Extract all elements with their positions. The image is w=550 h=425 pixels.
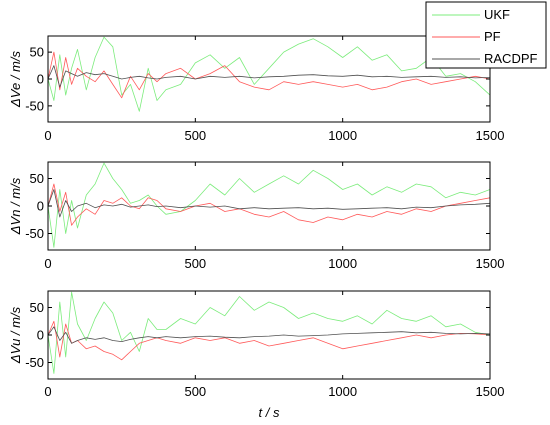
- x-tick-label: 1500: [476, 256, 505, 271]
- x-tick-label: 0: [44, 256, 51, 271]
- x-tick-label: 1500: [476, 128, 505, 143]
- axes-box: [47, 35, 491, 123]
- series-line-racdpf-panel-2: [48, 189, 490, 218]
- y-tick-label: -50: [25, 226, 44, 241]
- y-tick-label: -50: [25, 98, 44, 113]
- series-line-pf-panel-2: [48, 183, 490, 226]
- x-axis-label: t / s: [259, 405, 280, 420]
- y-tick-label: 0: [37, 72, 44, 87]
- legend: UKF PF RACDPF: [425, 1, 547, 69]
- y-tick-label: 0: [37, 328, 44, 343]
- x-tick-label: 1500: [476, 384, 505, 399]
- x-tick-label: 1000: [328, 256, 357, 271]
- series-line-ukf-panel-3: [48, 291, 490, 374]
- series-line-pf-panel-1: [48, 51, 490, 99]
- x-tick-label: 500: [184, 128, 206, 143]
- y-axis-label: ΔVe / m/s: [8, 51, 23, 108]
- series-line-pf-panel-3: [48, 320, 490, 361]
- series-line-ukf-panel-2: [48, 162, 490, 248]
- y-axis-label: ΔVn / m/s: [8, 177, 23, 235]
- legend-label-pf: PF: [484, 29, 501, 44]
- legend-label-racdpf: RACDPF: [484, 51, 538, 66]
- x-tick-label: 1000: [328, 128, 357, 143]
- legend-box: [425, 1, 547, 69]
- legend-label-ukf: UKF: [484, 7, 510, 22]
- x-tick-label: 0: [44, 128, 51, 143]
- series-line-racdpf-panel-3: [48, 326, 490, 344]
- y-tick-label: 50: [30, 300, 44, 315]
- y-tick-label: 50: [30, 171, 44, 186]
- x-tick-label: 500: [184, 384, 206, 399]
- x-tick-label: 500: [184, 256, 206, 271]
- y-axis-label: ΔVu / m/s: [8, 306, 23, 364]
- axes-box: [47, 290, 491, 380]
- x-tick-label: 1000: [328, 384, 357, 399]
- y-tick-label: -50: [25, 355, 44, 370]
- y-tick-label: 50: [30, 45, 44, 60]
- x-tick-label: 0: [44, 384, 51, 399]
- series-line-ukf-panel-1: [48, 36, 490, 112]
- series-line-racdpf-panel-1: [48, 65, 490, 88]
- y-tick-label: 0: [37, 199, 44, 214]
